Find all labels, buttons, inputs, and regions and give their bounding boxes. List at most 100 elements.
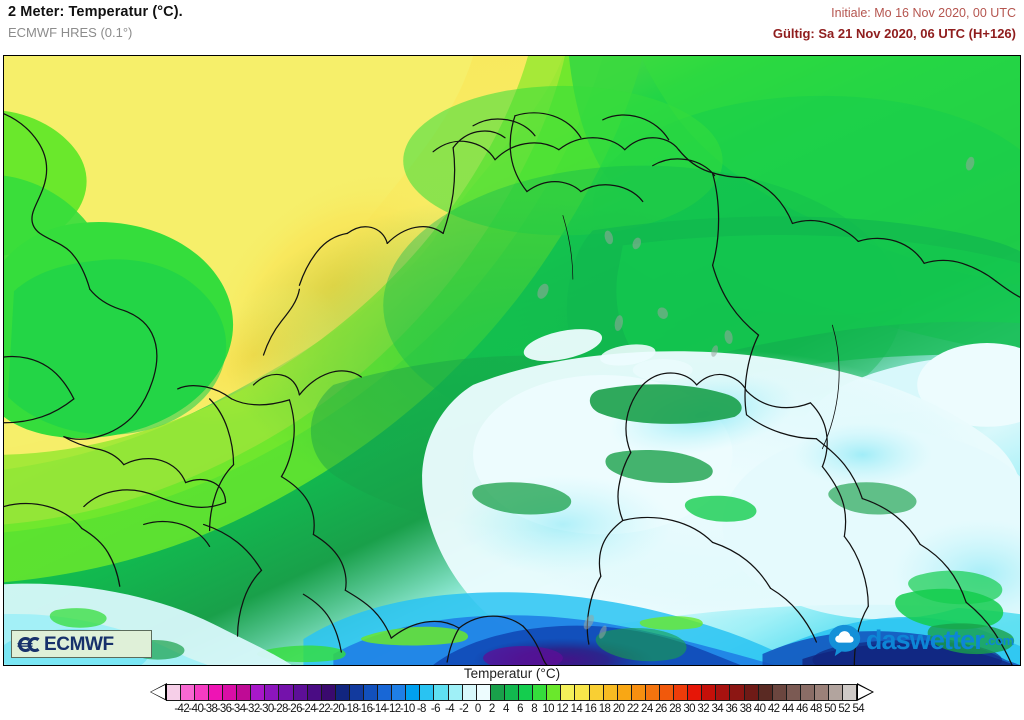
colorbar-swatch — [348, 683, 365, 701]
colorbar-swatch — [799, 683, 816, 701]
colorbar-tick-label: 26 — [655, 703, 667, 715]
colorbar-swatch — [574, 683, 590, 701]
colorbar-tick-label: 24 — [641, 703, 653, 715]
colorbar-swatch — [165, 683, 181, 701]
colorbar-tick-label: 10 — [542, 703, 554, 715]
colorbar-swatch — [207, 683, 224, 701]
colorbar-swatch — [673, 683, 689, 701]
colorbar-swatch — [715, 683, 731, 701]
colorbar-tick-label: 20 — [612, 703, 625, 715]
colorbar-left-cap-icon — [149, 683, 167, 701]
colorbar-swatch — [602, 683, 618, 701]
colorbar-right-cap-icon — [857, 683, 875, 701]
cloud-speech-bubble-icon — [828, 624, 861, 656]
colorbar-swatch — [729, 683, 745, 701]
colorbar-swatch — [814, 683, 830, 701]
ecmwf-logo-text: ECMWF — [44, 633, 114, 655]
colorbar-tick-label: -2 — [459, 703, 469, 715]
colorbar-tick-label: 6 — [517, 703, 523, 715]
colorbar-swatch — [771, 683, 787, 701]
colorbar-tick-label: -40 — [188, 703, 204, 715]
colorbar-swatch — [405, 683, 421, 701]
colorbar-swatch — [447, 683, 463, 701]
ecmwf-logo: ECMWF — [11, 630, 152, 658]
colorbar-swatch — [842, 683, 858, 701]
colorbar-swatch — [461, 683, 477, 701]
colorbar-swatch — [377, 683, 393, 701]
colorbar-tick-label: -6 — [430, 703, 441, 715]
colorbar-tick-label: 30 — [683, 703, 695, 715]
colorbar-tick-label: 50 — [824, 703, 836, 715]
colorbar-tick-label: -42 — [174, 703, 190, 715]
colorbar-tick-label: -22 — [315, 703, 331, 715]
colorbar-tick-label: -12 — [385, 703, 401, 715]
colorbar-swatch — [475, 683, 491, 701]
colorbar-tick-label: 28 — [669, 703, 681, 715]
colorbar-tick-label: -28 — [272, 703, 288, 715]
colorbar-swatch — [334, 683, 350, 701]
colorbar-tick-label: 18 — [598, 703, 611, 715]
colorbar-swatch — [532, 683, 548, 701]
colorbar-swatch — [489, 683, 505, 701]
colorbar-swatch — [518, 683, 534, 701]
colorbar-swatch — [320, 683, 336, 701]
colorbar-swatch — [363, 683, 379, 701]
colorbar-tick-label: -20 — [329, 703, 345, 715]
map-canvas[interactable]: ECMWF daswetter .com — [3, 55, 1021, 666]
colorbar-tick-label: -32 — [244, 703, 260, 715]
temperature-field — [4, 56, 1020, 665]
colorbar-tick-label: 2 — [488, 703, 495, 715]
colorbar-swatch — [250, 683, 266, 701]
colorbar-tick-label: 0 — [474, 703, 481, 715]
colorbar-tick-label: 32 — [697, 703, 710, 715]
colorbar-swatch — [503, 683, 520, 701]
colorbar-tick-label: 4 — [503, 703, 509, 715]
colorbar-swatch — [278, 683, 294, 701]
colorbar-row — [0, 683, 1024, 701]
colorbar-swatch — [588, 683, 604, 701]
colorbar-tick-label: 34 — [711, 703, 724, 715]
colorbar-swatch — [546, 683, 562, 701]
colorbar-tick-label: 14 — [570, 703, 583, 715]
colorbar-tick-label: -34 — [230, 703, 246, 715]
colorbar-tick-label: -14 — [371, 703, 387, 715]
colorbar-ticks: -42 -40 -38 -36 -34 -32 -30 -28 -26 -24 -22 -20 -18-… — [0, 702, 1024, 718]
colorbar-swatch — [616, 683, 632, 701]
colorbar-tick-label: -10 — [399, 703, 415, 715]
colorbar-swatch — [560, 683, 576, 701]
page-title: 2 Meter: Temperatur (°C). — [8, 4, 183, 20]
colorbar-swatch — [828, 683, 844, 701]
colorbar-tick-label: -38 — [202, 703, 218, 715]
colorbar-swatches — [165, 683, 858, 701]
colorbar-swatch — [264, 683, 280, 701]
colorbar-swatch — [292, 683, 308, 701]
init-time-label: Initiale: Mo 16 Nov 2020, 00 UTC — [831, 6, 1016, 20]
colorbar-tick-label: 42 — [767, 703, 780, 715]
colorbar-tick-label: 8 — [531, 703, 537, 715]
colorbar-swatch — [658, 683, 675, 701]
colorbar-tick-label: 36 — [725, 703, 738, 715]
run-info-block: Initiale: Mo 16 Nov 2020, 00 UTC Gültig:… — [773, 5, 1016, 42]
colorbar-swatch — [630, 683, 646, 701]
header: 2 Meter: Temperatur (°C). ECMWF HRES (0.… — [0, 0, 1024, 55]
colorbar-tick-label: 16 — [584, 703, 597, 715]
model-subtitle: ECMWF HRES (0.1°) — [8, 25, 133, 40]
colorbar-swatch — [687, 683, 703, 701]
colorbar-tick-label: -8 — [416, 703, 427, 715]
title-block: 2 Meter: Temperatur (°C). ECMWF HRES (0.… — [8, 4, 183, 41]
colorbar-swatch — [757, 683, 773, 701]
colorbar-swatch — [433, 683, 449, 701]
colorbar-swatch — [391, 683, 407, 701]
colorbar-tick-label: -26 — [287, 703, 302, 715]
colorbar-tick-label: -24 — [301, 703, 316, 715]
colorbar-tick-label: 44 — [781, 703, 794, 715]
daswetter-logo-text: daswetter — [865, 624, 985, 655]
colorbar-tick-label: -16 — [357, 703, 373, 715]
colorbar-title: Temperatur (°C) — [463, 666, 561, 681]
colorbar-tick-label: -18 — [343, 703, 359, 715]
colorbar-swatch — [179, 683, 195, 701]
daswetter-logo[interactable]: daswetter .com — [828, 623, 1014, 657]
colorbar-swatch — [419, 683, 435, 701]
colorbar-tick-label: 54 — [852, 703, 865, 715]
